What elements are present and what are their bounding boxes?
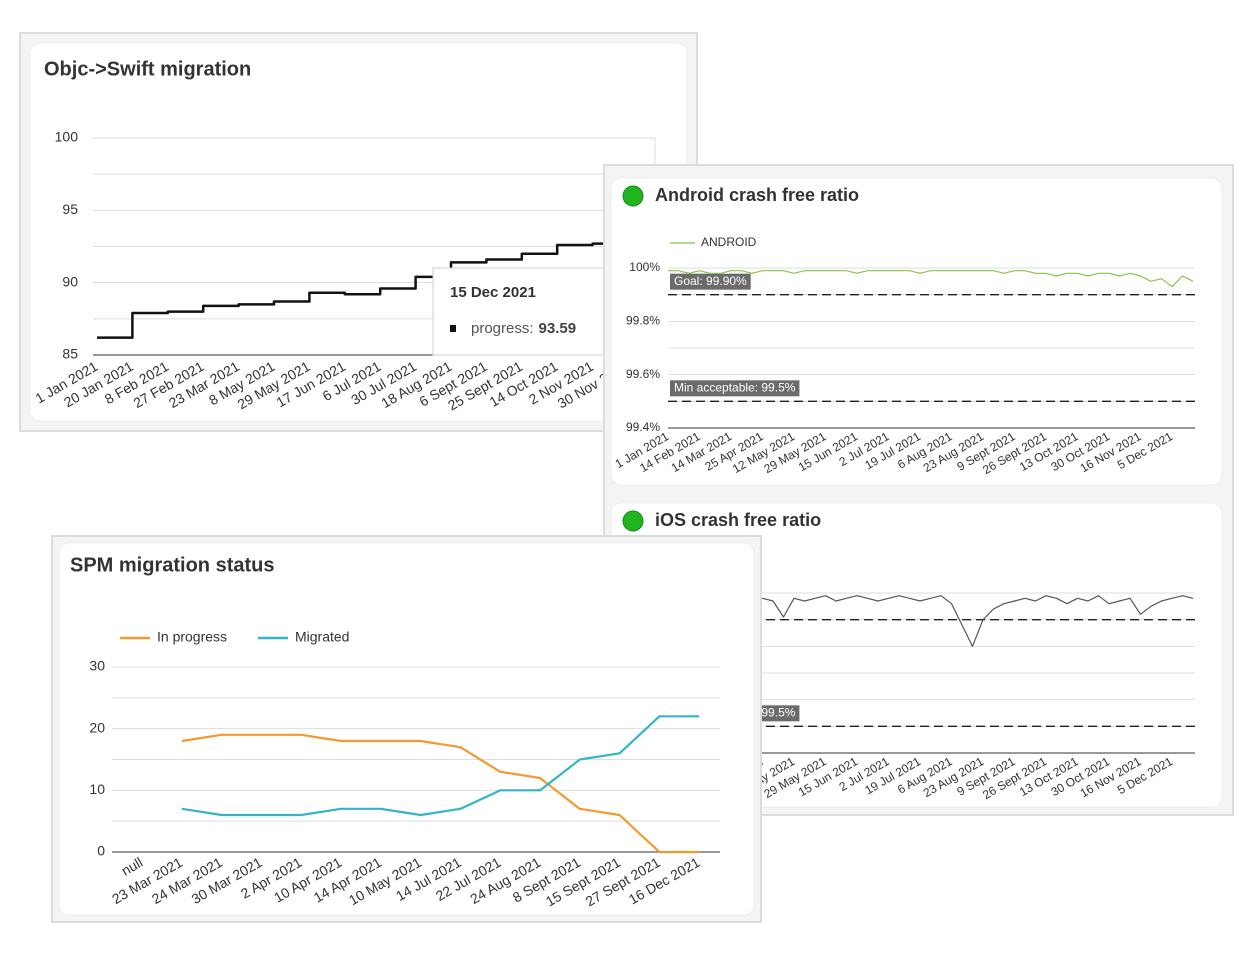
legend-label: ANDROID [701, 235, 757, 249]
y-tick-label: 100% [629, 260, 660, 274]
series-line [668, 270, 1194, 288]
tooltip-box [432, 267, 621, 356]
y-tick-label: 90 [62, 273, 78, 289]
status-dot [622, 185, 644, 207]
reference-label-bg [670, 273, 751, 290]
y-tick-label: 100 [55, 129, 79, 145]
series-line [181, 733, 700, 854]
legend-label: Migrated [295, 629, 349, 645]
tooltip-swatch [450, 325, 456, 332]
y-tick-label: 85 [62, 346, 78, 362]
reference-label-bg [670, 380, 800, 397]
tooltip-value: 93.59 [539, 320, 577, 337]
tooltip-title: 15 Dec 2021 [450, 284, 536, 301]
y-tick-label: 30 [89, 658, 105, 674]
reference-label: Goal: 99.90% [674, 274, 747, 288]
y-tick-label: 99.4% [626, 420, 660, 434]
card [610, 177, 1223, 486]
series-line [181, 715, 700, 817]
panel-title: iOS crash free ratio [655, 510, 821, 530]
tooltip-label: progress: [471, 320, 534, 337]
panel-title: SPM migration status [70, 554, 274, 576]
legend-label: In progress [157, 629, 227, 645]
panel-title: Objc->Swift migration [44, 58, 251, 80]
y-tick-label: 95 [62, 201, 78, 217]
y-tick-label: 20 [89, 719, 105, 735]
status-dot [622, 510, 644, 532]
y-tick-label: 0 [97, 843, 105, 859]
y-tick-label: 10 [89, 781, 105, 797]
reference-label: Min acceptable: 99.5% [674, 381, 796, 395]
series-line [97, 242, 630, 339]
y-tick-label: 99.6% [626, 367, 660, 381]
tooltip-row: progress: 93.59 [471, 320, 576, 337]
panel-title: Android crash free ratio [655, 185, 859, 205]
y-tick-label: 99.8% [626, 314, 660, 328]
